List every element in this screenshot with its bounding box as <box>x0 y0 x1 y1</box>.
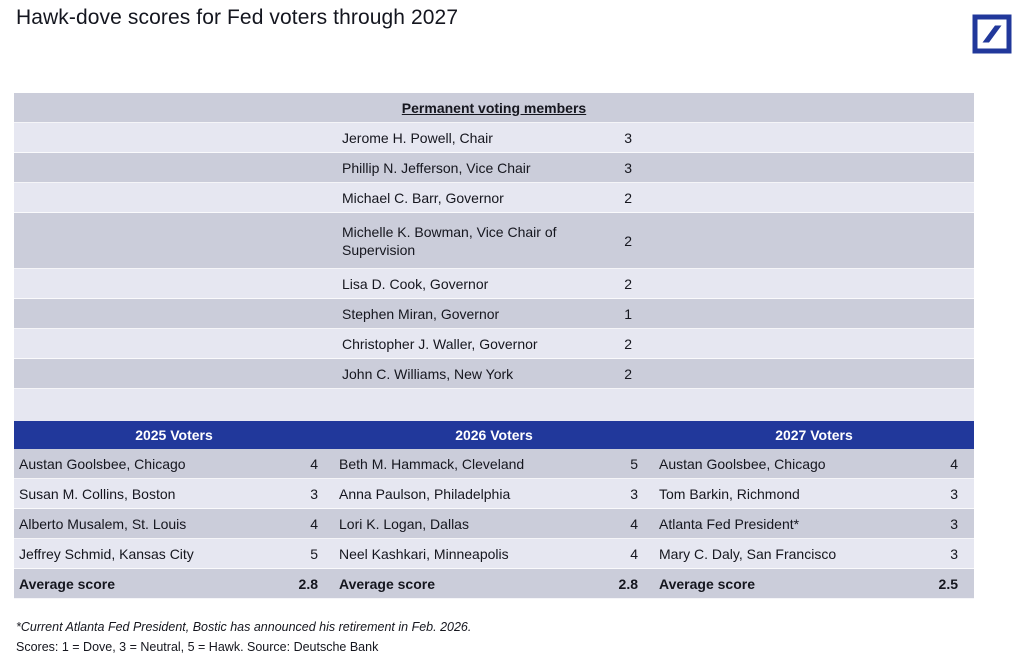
deutsche-bank-logo-icon <box>972 14 1012 54</box>
member-name: Christopher J. Waller, Governor <box>342 335 538 352</box>
table-row: Phillip N. Jefferson, Vice Chair 3 <box>14 153 974 183</box>
table-row: Christopher J. Waller, Governor 2 <box>14 329 974 359</box>
voter-score: 3 <box>950 515 958 532</box>
voter-name: Beth M. Hammack, Cleveland <box>339 455 525 472</box>
voter-cell: Austan Goolsbee, Chicago 4 <box>14 449 334 478</box>
voter-name: Atlanta Fed President* <box>659 515 800 532</box>
member-score: 2 <box>624 365 632 382</box>
footnotes: *Current Atlanta Fed President, Bostic h… <box>16 617 471 657</box>
voter-score: 4 <box>310 455 318 472</box>
average-score: 2.5 <box>938 575 958 592</box>
voter-year-header-row: 2025 Voters 2026 Voters 2027 Voters <box>14 421 974 449</box>
member-name: Jerome H. Powell, Chair <box>342 129 493 146</box>
member-score: 1 <box>624 305 632 322</box>
average-score: 2.8 <box>298 575 318 592</box>
table-row: Michelle K. Bowman, Vice Chair of Superv… <box>14 213 974 269</box>
page-title: Hawk-dove scores for Fed voters through … <box>16 6 459 29</box>
member-name: John C. Williams, New York <box>342 365 514 382</box>
table-row: Jeffrey Schmid, Kansas City 5 Neel Kashk… <box>14 539 974 569</box>
member-score: 2 <box>624 275 632 292</box>
voter-year-header: 2027 Voters <box>775 427 853 443</box>
table-row: Lisa D. Cook, Governor 2 <box>14 269 974 299</box>
member-score: 3 <box>624 159 632 176</box>
voter-cell: Anna Paulson, Philadelphia 3 <box>334 479 654 508</box>
voter-score: 3 <box>630 485 638 502</box>
voter-cell: Mary C. Daly, San Francisco 3 <box>654 539 974 568</box>
member-name: Michelle K. Bowman, Vice Chair of Superv… <box>342 223 557 258</box>
voter-cell: Susan M. Collins, Boston 3 <box>14 479 334 508</box>
voter-score: 4 <box>310 515 318 532</box>
hawk-dove-table: Permanent voting members Jerome H. Powel… <box>14 93 974 599</box>
table-row: Susan M. Collins, Boston 3 Anna Paulson,… <box>14 479 974 509</box>
member-score: 2 <box>624 189 632 206</box>
table-row: John C. Williams, New York 2 <box>14 359 974 389</box>
voter-year-header: 2025 Voters <box>135 427 213 443</box>
member-score: 2 <box>624 335 632 352</box>
voter-score: 3 <box>950 485 958 502</box>
voter-cell: Beth M. Hammack, Cleveland 5 <box>334 449 654 478</box>
average-label: Average score <box>19 575 115 592</box>
table-row: Alberto Musalem, St. Louis 4 Lori K. Log… <box>14 509 974 539</box>
voter-name: Lori K. Logan, Dallas <box>339 515 469 532</box>
voter-cell: Jeffrey Schmid, Kansas City 5 <box>14 539 334 568</box>
voter-cell: Neel Kashkari, Minneapolis 4 <box>334 539 654 568</box>
average-label: Average score <box>659 575 755 592</box>
voter-cell: Tom Barkin, Richmond 3 <box>654 479 974 508</box>
voter-name: Susan M. Collins, Boston <box>19 485 176 502</box>
voter-name: Mary C. Daly, San Francisco <box>659 545 837 562</box>
member-name: Phillip N. Jefferson, Vice Chair <box>342 159 531 176</box>
voter-score: 5 <box>630 455 638 472</box>
voter-score: 4 <box>630 545 638 562</box>
voter-name: Anna Paulson, Philadelphia <box>339 485 511 502</box>
member-score: 3 <box>624 129 632 146</box>
member-name: Lisa D. Cook, Governor <box>342 275 489 292</box>
voter-score: 4 <box>630 515 638 532</box>
voter-name: Tom Barkin, Richmond <box>659 485 800 502</box>
voter-cell: Lori K. Logan, Dallas 4 <box>334 509 654 538</box>
table-row: Michael C. Barr, Governor 2 <box>14 183 974 213</box>
average-cell: Average score 2.8 <box>14 569 334 598</box>
voter-year-header: 2026 Voters <box>455 427 533 443</box>
voter-name: Neel Kashkari, Minneapolis <box>339 545 509 562</box>
table-row: Austan Goolsbee, Chicago 4 Beth M. Hamma… <box>14 449 974 479</box>
table-row: Jerome H. Powell, Chair 3 <box>14 123 974 153</box>
footnote-scale-source: Scores: 1 = Dove, 3 = Neutral, 5 = Hawk.… <box>16 640 379 654</box>
member-name: Stephen Miran, Governor <box>342 305 500 322</box>
section-spacer <box>14 389 974 421</box>
voter-name: Austan Goolsbee, Chicago <box>19 455 186 472</box>
average-score-row: Average score 2.8 Average score 2.8 Aver… <box>14 569 974 599</box>
member-score: 2 <box>624 232 632 249</box>
voter-score: 4 <box>950 455 958 472</box>
voter-score: 3 <box>950 545 958 562</box>
voter-cell: Alberto Musalem, St. Louis 4 <box>14 509 334 538</box>
member-name: Michael C. Barr, Governor <box>342 189 504 206</box>
average-label: Average score <box>339 575 435 592</box>
table-row: Stephen Miran, Governor 1 <box>14 299 974 329</box>
average-cell: Average score 2.8 <box>334 569 654 598</box>
average-cell: Average score 2.5 <box>654 569 974 598</box>
voter-name: Alberto Musalem, St. Louis <box>19 515 187 532</box>
voter-cell: Austan Goolsbee, Chicago 4 <box>654 449 974 478</box>
average-score: 2.8 <box>618 575 638 592</box>
voter-name: Austan Goolsbee, Chicago <box>659 455 826 472</box>
permanent-members-header: Permanent voting members <box>14 93 974 123</box>
footnote-retirement: *Current Atlanta Fed President, Bostic h… <box>16 620 472 634</box>
voter-name: Jeffrey Schmid, Kansas City <box>19 545 194 562</box>
voter-score: 3 <box>310 485 318 502</box>
voter-cell: Atlanta Fed President* 3 <box>654 509 974 538</box>
voter-score: 5 <box>310 545 318 562</box>
